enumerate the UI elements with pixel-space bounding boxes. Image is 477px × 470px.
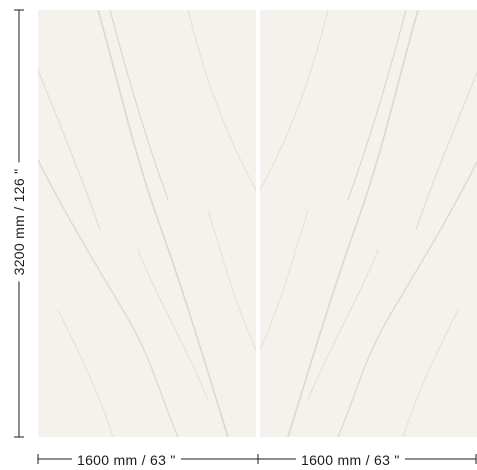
marble-slab-right [260,10,477,437]
marble-veins-left [38,10,256,437]
marble-slab-left [38,10,256,437]
width-dimension-label-right: 1600 mm / 63 " [296,452,405,468]
marble-veins-right [260,10,477,437]
width-dimension-label-left: 1600 mm / 63 " [72,452,181,468]
height-dimension-label: 3200 mm / 126 " [11,162,27,282]
